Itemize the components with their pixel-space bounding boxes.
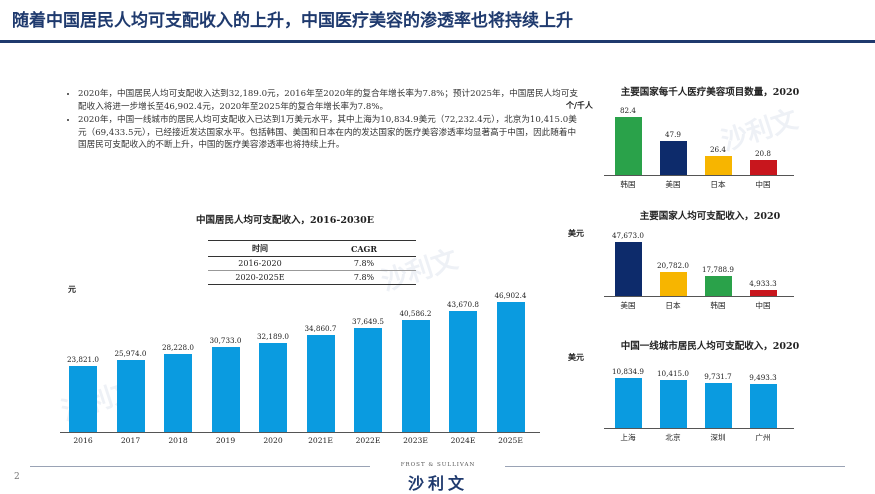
bar-韩国 — [704, 275, 732, 296]
bar-value-label: 26.4 — [709, 145, 726, 155]
footer-rule-right — [505, 466, 845, 467]
category-label: 2023E — [403, 436, 428, 445]
bar-2020 — [259, 342, 287, 432]
bar-value-label: 37,649.5 — [351, 316, 384, 326]
bar-value-label: 23,821.0 — [66, 354, 99, 364]
bar-value-label: 43,670.8 — [446, 299, 479, 309]
category-label: 韩国 — [710, 301, 726, 310]
category-label: 中国 — [755, 180, 771, 189]
category-label: 中国 — [755, 301, 771, 310]
category-label: 2016 — [73, 436, 93, 445]
category-label: 美国 — [665, 180, 681, 189]
footer-rule-left — [30, 466, 370, 467]
category-label: 北京 — [665, 433, 681, 442]
bullet-item-1: 2020年，中国居民人均可支配收入达到32,189.0元，2016年至2020年… — [78, 88, 578, 113]
bar-美国 — [614, 242, 642, 296]
bar-2021E — [306, 335, 335, 432]
bar-value-label: 25,974.0 — [114, 349, 147, 358]
category-label: 日本 — [710, 180, 726, 189]
bar-value-label: 17,788.9 — [701, 264, 734, 274]
category-label: 2020 — [263, 436, 283, 445]
category-label: 2025E — [498, 436, 523, 445]
cagr-table-row: 2020-2025E 7.8% — [208, 270, 416, 285]
bar-value-label: 47.9 — [664, 130, 681, 140]
bar-2024E — [449, 310, 477, 432]
bar-value-label: 34,860.7 — [304, 324, 337, 334]
bar-value-label: 9,731.7 — [704, 372, 732, 382]
category-label: 2017 — [120, 436, 141, 445]
bar-中国 — [749, 160, 777, 175]
bar-value-label: 10,415.0 — [656, 368, 689, 378]
category-label: 美国 — [620, 301, 636, 310]
bar-深圳 — [704, 383, 732, 428]
category-label: 2018 — [168, 436, 188, 445]
bar-value-label: 47,673.0 — [611, 231, 644, 240]
footer-brand-logo: 沙利文 — [407, 474, 468, 493]
bar-日本 — [704, 156, 732, 175]
bar-value-label: 20,782.0 — [656, 261, 689, 271]
bar-value-label: 20.8 — [754, 149, 771, 159]
bar-2016 — [69, 365, 97, 432]
cagr-table-header: 时间 CAGR — [208, 240, 416, 257]
x-axis-line — [604, 428, 794, 429]
page-number: 2 — [14, 472, 20, 482]
chart-procedures-unit: 个/千人 — [566, 100, 593, 110]
chart-country-income-title: 主要国家人均可支配收入，2020 — [639, 211, 781, 222]
bar-value-label: 40,586.2 — [399, 308, 432, 318]
bar-广州 — [749, 384, 777, 428]
bar-value-label: 28,228.0 — [161, 342, 194, 352]
bar-2022E — [354, 327, 382, 432]
chart-city-income-title: 中国一线城市居民人均可支配收入，2020 — [620, 341, 800, 352]
cagr-value: 7.8% — [312, 256, 416, 271]
x-axis-line — [604, 175, 794, 176]
cagr-table-row: 2016-2020 7.8% — [208, 256, 416, 271]
x-axis-line — [60, 432, 540, 433]
bullet-list: 2020年，中国居民人均可支配收入达到32,189.0元，2016年至2020年… — [66, 88, 578, 153]
bar-2019 — [211, 346, 240, 432]
category-label: 广州 — [755, 433, 771, 442]
bullet-item-2: 2020年，中国一线城市的居民人均可支配收入已达到1万美元水平，其中上海为10,… — [78, 114, 578, 152]
category-label: 2019 — [215, 436, 236, 445]
bar-2017 — [116, 360, 145, 432]
cagr-header-value: CAGR — [312, 240, 416, 257]
chart-procedures-title: 主要国家每千人医疗美容项目数量，2020 — [620, 87, 800, 98]
bar-中国 — [749, 290, 777, 296]
bar-日本 — [659, 272, 687, 296]
chart-city-income-unit: 美元 — [568, 352, 584, 362]
bar-value-label: 30,733.0 — [209, 335, 242, 345]
x-axis-line — [604, 296, 794, 297]
category-label: 日本 — [665, 301, 681, 310]
bar-value-label: 9,493.3 — [749, 373, 777, 383]
title-rule — [0, 40, 875, 43]
category-label: 韩国 — [620, 180, 636, 189]
cagr-table: 时间 CAGR 2016-2020 7.8% 2020-2025E 7.8% — [208, 240, 416, 285]
category-label: 2022E — [355, 436, 381, 445]
bar-value-label: 4,933.3 — [749, 279, 777, 289]
bar-2023E — [401, 319, 430, 432]
footer-brand-en: FROST & SULLIVAN — [400, 462, 476, 468]
bar-北京 — [659, 379, 687, 428]
slide-title: 随着中国居民人均可支配收入的上升，中国医疗美容的渗透率也将持续上升 — [12, 11, 573, 31]
cagr-period: 2016-2020 — [208, 256, 312, 271]
bar-2025E — [496, 302, 525, 432]
category-label: 上海 — [620, 433, 636, 442]
main-chart-title: 中国居民人均可支配收入，2016-2030E — [195, 215, 375, 226]
bar-美国 — [659, 141, 687, 175]
bar-韩国 — [614, 117, 642, 175]
cagr-header-period: 时间 — [208, 240, 312, 257]
cagr-value: 7.8% — [312, 270, 416, 285]
bar-2018 — [164, 353, 192, 432]
chart-country-income-unit: 美元 — [568, 228, 584, 238]
category-label: 2021E — [308, 436, 333, 445]
category-label: 深圳 — [710, 433, 726, 442]
main-chart-unit: 元 — [68, 284, 76, 294]
bar-value-label: 82.4 — [619, 106, 636, 115]
bar-value-label: 46,902.4 — [494, 291, 527, 300]
bar-上海 — [614, 378, 642, 428]
bar-value-label: 10,834.9 — [611, 367, 644, 376]
category-label: 2024E — [450, 436, 476, 445]
cagr-period: 2020-2025E — [208, 270, 312, 285]
bar-value-label: 32,189.0 — [256, 331, 289, 341]
